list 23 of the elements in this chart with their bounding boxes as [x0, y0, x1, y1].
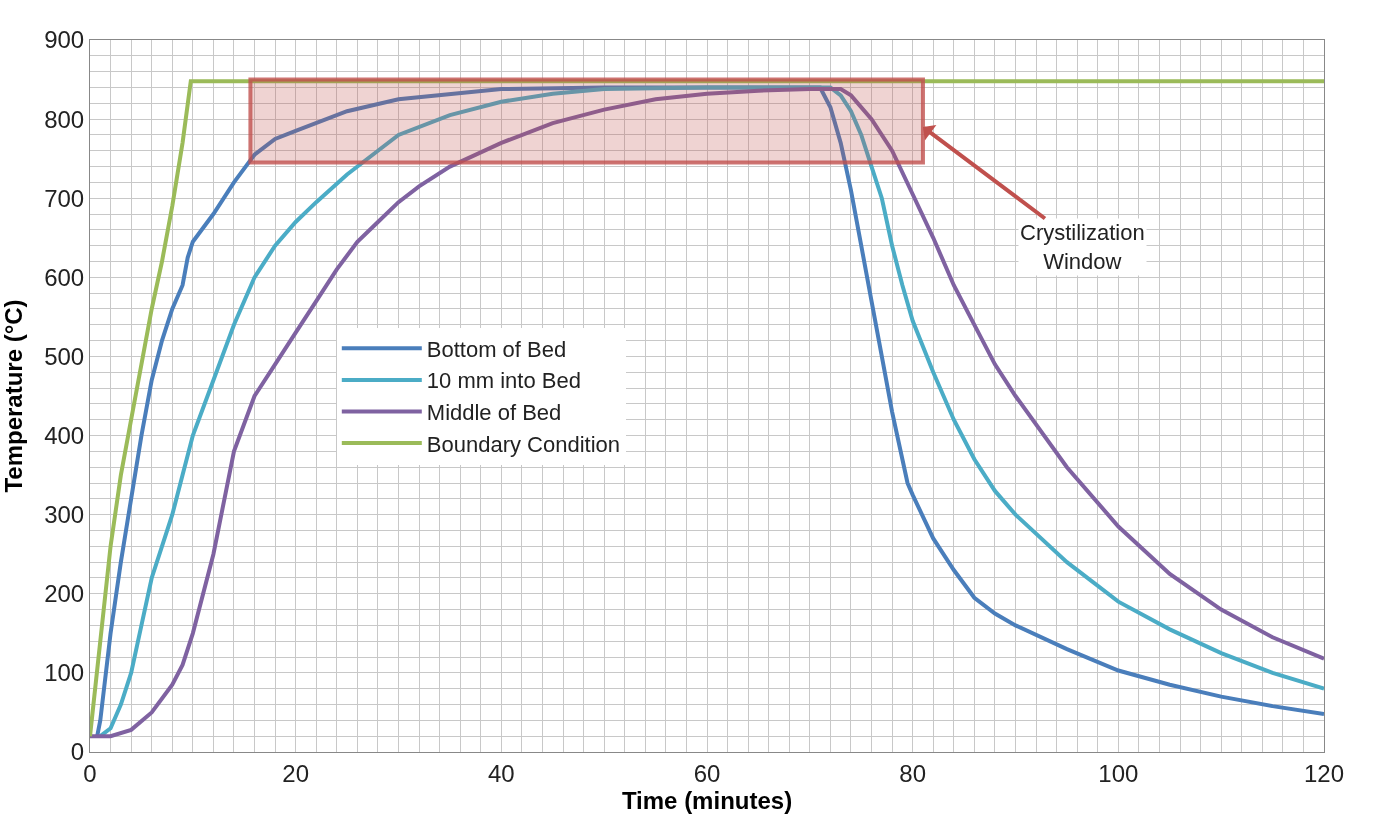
y-tick-label: 700	[44, 184, 85, 212]
y-tick-label: 800	[44, 105, 85, 133]
legend-label: Bottom of Bed	[426, 336, 567, 362]
y-tick-label: 0	[70, 738, 85, 766]
x-tick-label: 40	[487, 759, 515, 787]
y-axis-title: Temperature (°C)	[0, 299, 27, 493]
y-tick-label: 300	[44, 501, 85, 529]
y-tick-label: 500	[44, 342, 85, 370]
x-tick-label: 80	[899, 759, 927, 787]
x-tick-label: 60	[693, 759, 721, 787]
x-tick-label: 120	[1303, 759, 1345, 787]
legend-label: 10 mm into Bed	[426, 368, 581, 394]
legend-label: Middle of Bed	[426, 400, 562, 426]
y-tick-label: 900	[44, 26, 85, 54]
y-tick-label: 600	[44, 263, 85, 291]
y-tick-label: 400	[44, 421, 85, 449]
annotation: Crystilization Window	[1020, 220, 1145, 274]
y-tick-label: 100	[44, 659, 85, 687]
x-tick-label: 100	[1098, 759, 1139, 787]
x-tick-label: 20	[282, 759, 310, 787]
legend-label: Boundary Condition	[426, 431, 621, 457]
x-axis-title: Time (minutes)	[621, 786, 793, 814]
y-tick-label: 200	[44, 580, 85, 608]
